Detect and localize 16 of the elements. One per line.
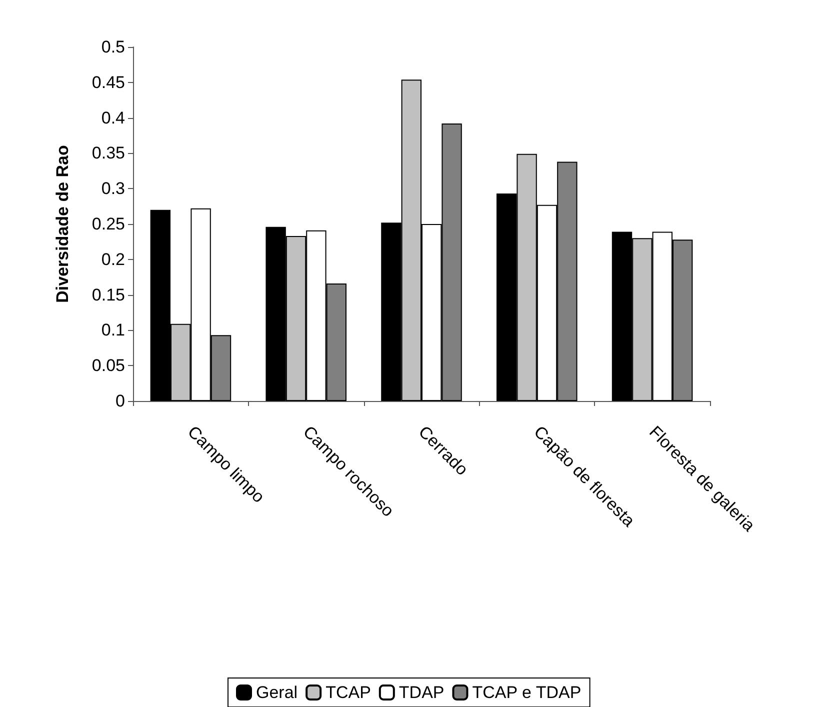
y-tick-label: 0.2 [101,250,125,269]
y-tick-label: 0 [116,392,125,410]
y-tick-label: 0.25 [92,214,125,234]
y-tick-label: 0.35 [92,144,125,163]
y-tick-label: 0.45 [92,72,125,92]
y-tick-label: 0.5 [101,38,125,56]
y-tick-label: 0.3 [101,179,125,198]
y-tick-label: 0.15 [92,285,125,304]
y-tick-label: 0.1 [101,320,125,340]
y-tick-label: 0.4 [101,108,125,128]
legend-label: TDAP [398,683,444,702]
y-tick-label: 0.05 [92,356,125,376]
legend-label: Geral [256,683,298,702]
legend-label: TCAP e TDAP [472,683,582,702]
y-axis-title: Diversidade de Rao [53,145,72,303]
legend-label: TCAP [326,683,371,702]
